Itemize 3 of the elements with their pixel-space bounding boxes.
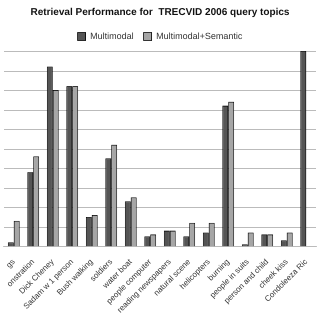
legend-label: Multimodal — [90, 30, 134, 41]
legend-label: Multimodal+Semantic — [156, 30, 243, 41]
chart-title: Retrieval Performance for TRECVID 2006 query topics — [30, 6, 290, 18]
